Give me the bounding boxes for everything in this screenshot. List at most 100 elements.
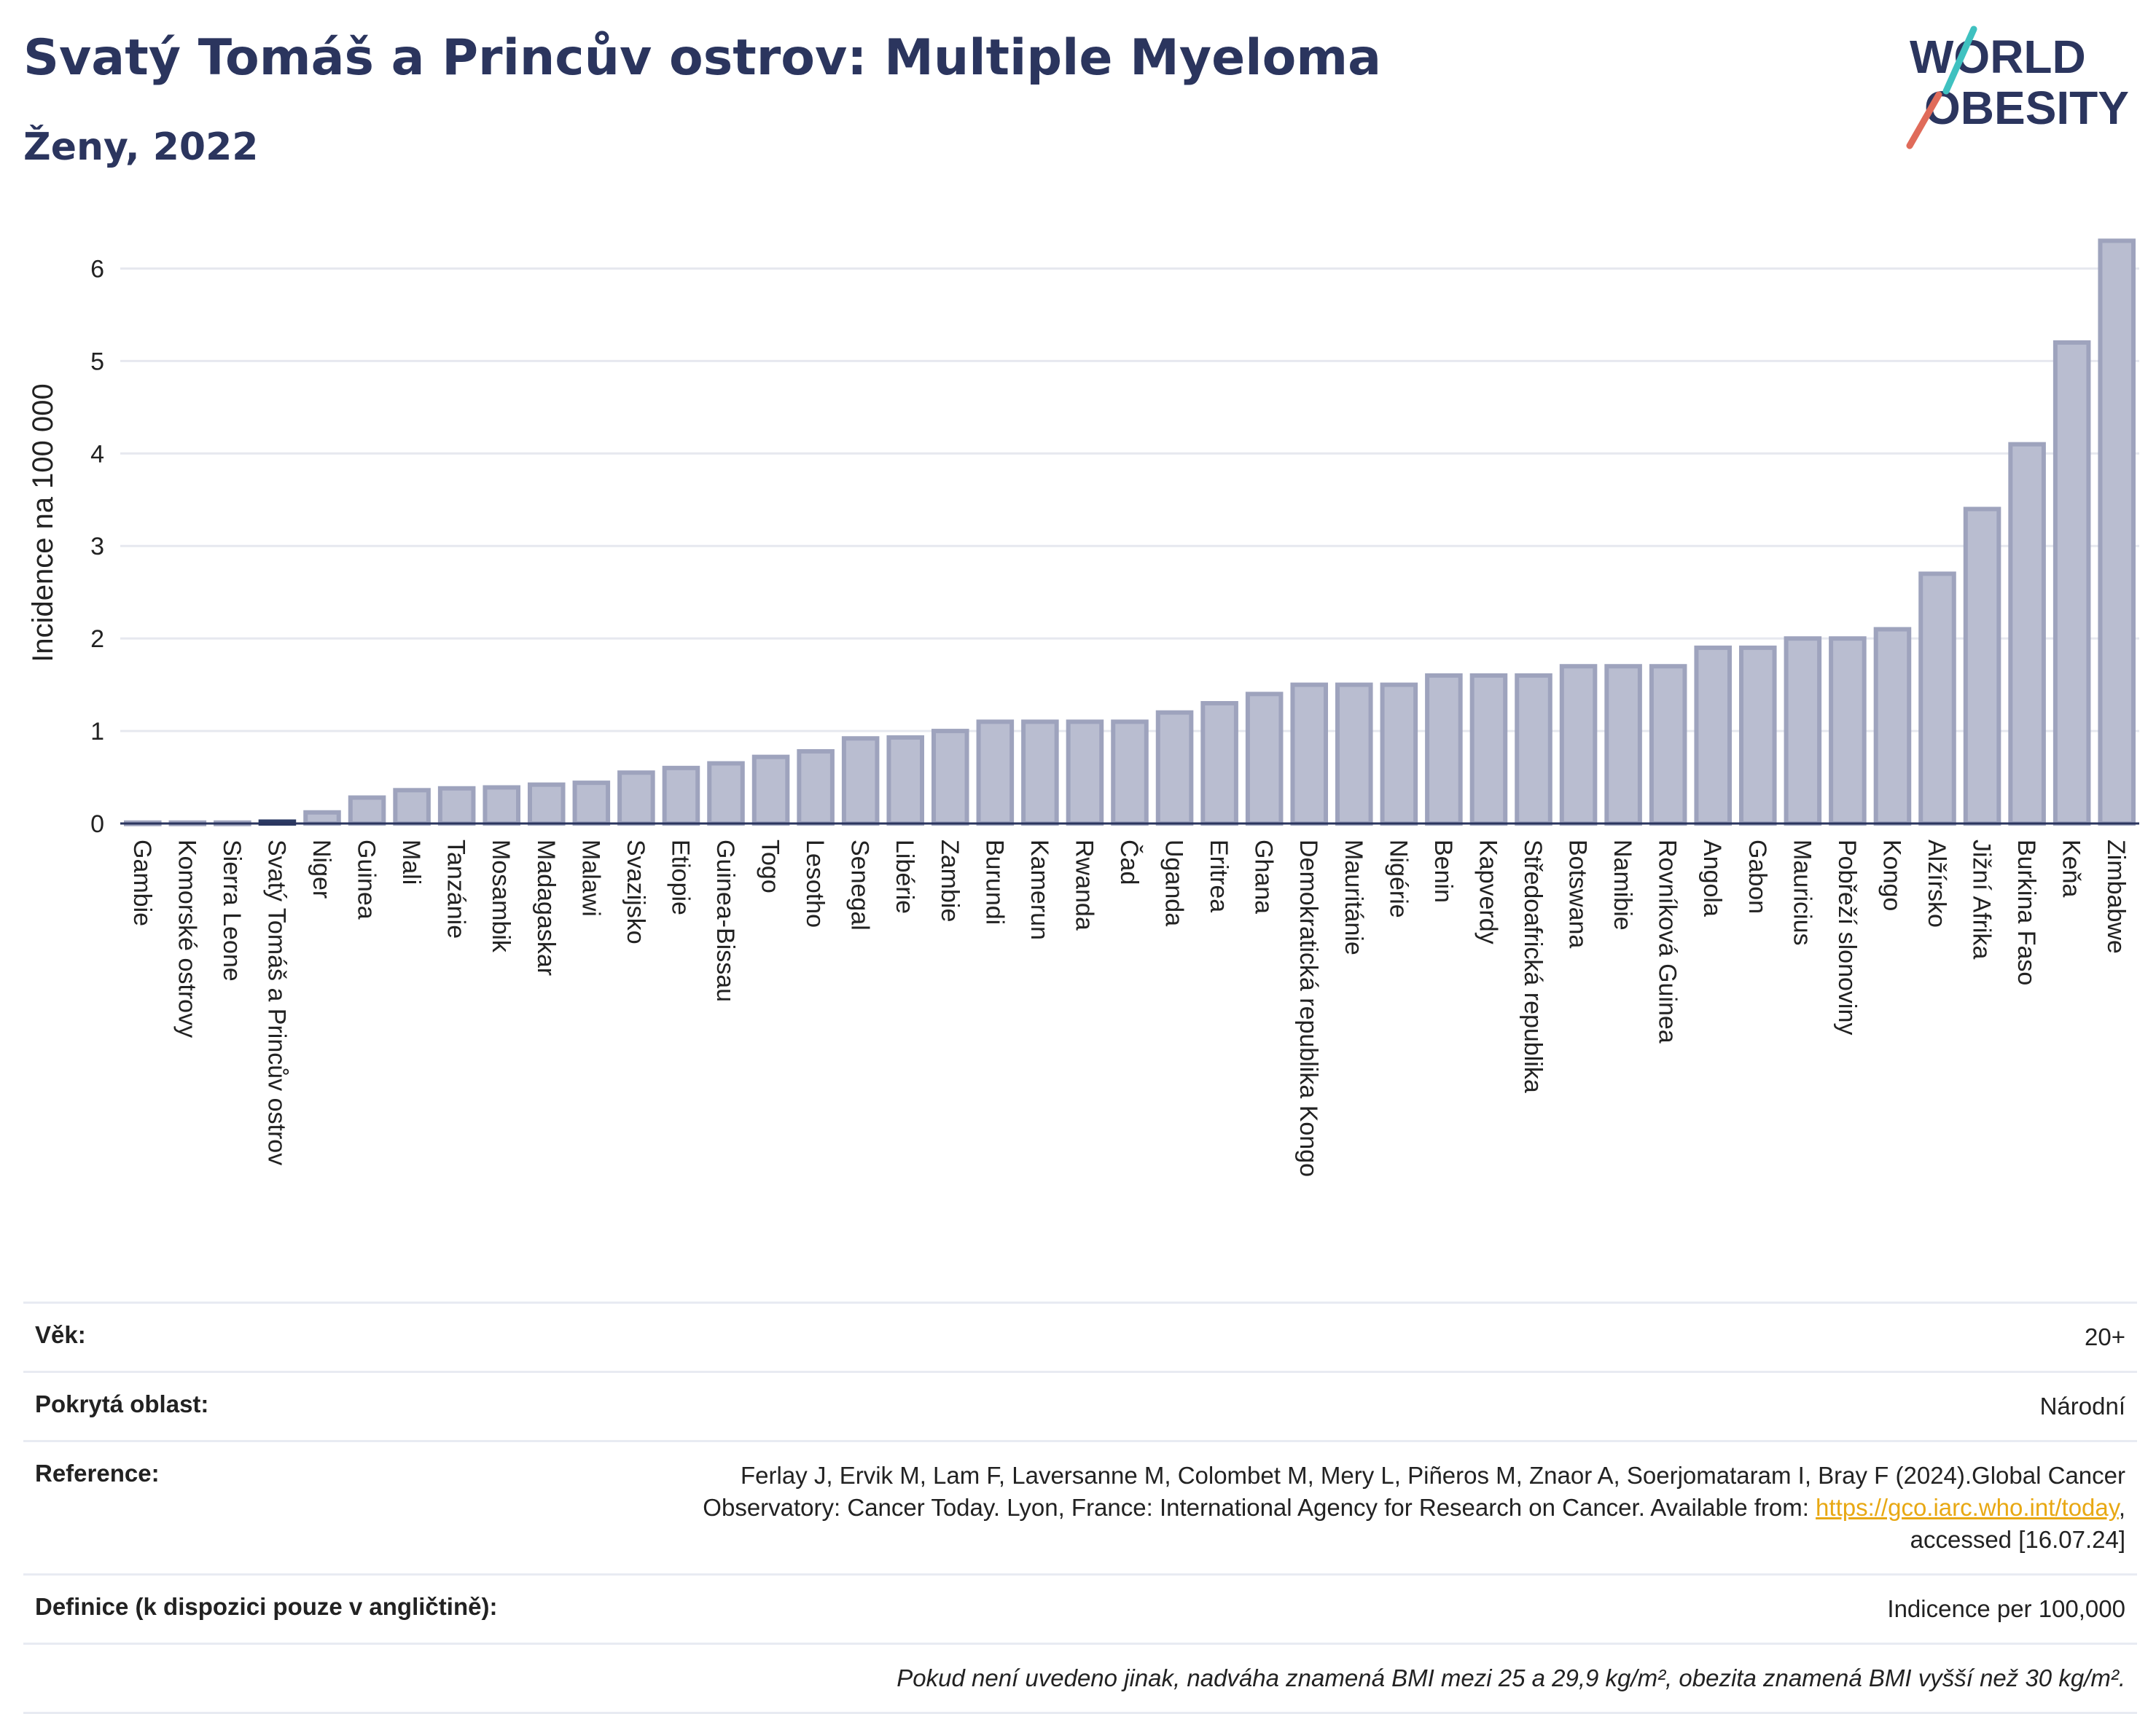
info-row-reference: Reference: Ferlay J, Ervik M, Lam F, Lav…: [23, 1440, 2137, 1573]
y-tick-label: 2: [90, 625, 104, 653]
x-tick-label: Nigérie: [1384, 840, 1412, 918]
bar: [976, 719, 1015, 826]
x-tick-label: Madagaskar: [532, 840, 560, 976]
bar: [483, 785, 520, 826]
x-tick-label: Demokratická republika Kongo: [1294, 840, 1322, 1177]
bar: [931, 729, 969, 826]
x-tick-label: Mosambik: [487, 840, 515, 953]
logo-slash-red: [1906, 91, 1942, 149]
bar: [1066, 719, 1104, 826]
x-tick-label: Benin: [1429, 840, 1457, 903]
x-tick-label: Rovníková Guinea: [1654, 840, 1682, 1044]
x-tick-label: Niger: [308, 840, 335, 899]
x-tick-label: Eritrea: [1205, 840, 1233, 912]
x-tick-label: Angola: [1698, 840, 1726, 917]
reference-label: Reference:: [35, 1460, 160, 1487]
y-tick-label: 1: [90, 718, 104, 746]
x-tick-label: Keňa: [2058, 840, 2085, 897]
reference-link[interactable]: https://gco.iarc.who.int/today: [1816, 1494, 2119, 1521]
x-tick-label: Pobřeží slonoviny: [1833, 840, 1861, 1035]
y-tick-label: 6: [90, 255, 104, 283]
x-tick-label: Namibie: [1609, 840, 1636, 931]
bar: [393, 788, 431, 826]
bar: [1155, 710, 1194, 826]
bar: [1963, 506, 2001, 826]
x-tick-label: Alžírsko: [1923, 840, 1950, 928]
info-table: Věk: 20+ Pokrytá oblast: Národní Referen…: [23, 1302, 2137, 1714]
age-value: 20+: [2085, 1323, 2125, 1350]
bar: [1604, 664, 1642, 826]
bar: [617, 770, 655, 826]
y-axis-title: Incidence na 100 000: [27, 383, 59, 662]
area-value: Národní: [2039, 1393, 2125, 1420]
reference-accessed: , accessed [16.07.24]: [1910, 1494, 2125, 1553]
bar: [1469, 673, 1508, 826]
definition-value: Indicence per 100,000: [1887, 1595, 2125, 1622]
bmi-note: Pokud není uvedeno jinak, nadváha znamen…: [897, 1664, 2125, 1691]
x-tick-label: Gambie: [128, 840, 156, 926]
info-row-age: Věk: 20+: [23, 1302, 2137, 1371]
chart-subtitle: Ženy, 2022: [23, 125, 259, 169]
x-tick-label: Ghana: [1250, 840, 1278, 914]
bar: [1873, 627, 1912, 826]
reference-text: Ferlay J, Ervik M, Lam F, Laversanne M, …: [703, 1462, 2125, 1521]
bar: [2098, 238, 2136, 826]
bar: [1335, 682, 1373, 826]
definition-label: Definice (k dispozici pouze v angličtině…: [35, 1593, 498, 1620]
chart-title: Svatý Tomáš a Princův ostrov: Multiple M…: [23, 29, 1382, 87]
x-tick-label: Botswana: [1564, 840, 1592, 948]
x-tick-label: Guinea-Bissau: [711, 840, 739, 1002]
x-tick-label: Mali: [397, 840, 425, 885]
bar: [1290, 682, 1328, 826]
bar: [1649, 664, 1687, 826]
x-tick-label: Kongo: [1878, 840, 1905, 911]
x-tick-label: Zambie: [936, 840, 964, 922]
bar: [1829, 636, 1867, 826]
bar: [437, 786, 476, 826]
x-tick-label: Svatý Tomáš a Princův ostrov: [262, 840, 290, 1165]
x-tick-label: Středoafrická republika: [1519, 840, 1547, 1093]
bar: [751, 754, 790, 826]
age-label: Věk:: [35, 1321, 86, 1348]
bar: [1918, 571, 1956, 826]
bar: [886, 735, 924, 826]
bar: [1739, 645, 1777, 826]
x-tick-label: Libérie: [891, 840, 918, 914]
x-tick-label: Guinea: [353, 840, 380, 920]
bar: [1694, 645, 1732, 826]
bar: [1111, 719, 1149, 826]
bar-chart: 0 1 2 3 4 5 6 Incidence na 100 000 Gambie Komorsk…: [27, 238, 2139, 1177]
info-row-note: Pokud není uvedeno jinak, nadváha znamen…: [23, 1643, 2137, 1714]
logo-line2: OBESITY: [1924, 82, 2129, 134]
bar: [303, 810, 341, 826]
x-tick-label: Kamerun: [1026, 840, 1053, 940]
bar: [1515, 673, 1552, 826]
info-row-definition: Definice (k dispozici pouze v angličtině…: [23, 1573, 2137, 1643]
logo-line1: WORLD: [1910, 31, 2086, 83]
x-tick-label: Sierra Leone: [218, 840, 246, 982]
x-tick-label: Kapverdy: [1474, 840, 1501, 944]
bar: [528, 782, 566, 826]
bar: [662, 765, 700, 826]
x-tick-label: Mauricius: [1788, 840, 1816, 945]
logo-slash-teal: [1942, 26, 1977, 95]
x-tick-label: Mauritánie: [1340, 840, 1367, 955]
bar: [1784, 636, 1822, 826]
x-tick-label: Burundi: [980, 840, 1008, 925]
y-tick-label: 0: [90, 810, 104, 838]
bar: [2053, 340, 2091, 826]
x-tick-label: Burkina Faso: [2012, 840, 2040, 985]
bar: [707, 761, 745, 826]
x-tick-label: Komorské ostrovy: [173, 840, 200, 1038]
x-tick-label: Senegal: [846, 840, 874, 931]
x-tick-label: Jižní Afrika: [1968, 840, 1996, 959]
x-tick-label: Etiopie: [666, 840, 694, 915]
x-tick-label: Zimbabwe: [2102, 840, 2130, 954]
bar: [2008, 442, 2046, 826]
x-tick-label: Gabon: [1743, 840, 1771, 914]
info-row-area: Pokrytá oblast: Národní: [23, 1371, 2137, 1440]
bar: [841, 736, 880, 826]
x-tick-label: Lesotho: [801, 840, 829, 928]
x-tick-label: Tanzánie: [442, 840, 470, 939]
y-tick-label: 5: [90, 348, 104, 375]
